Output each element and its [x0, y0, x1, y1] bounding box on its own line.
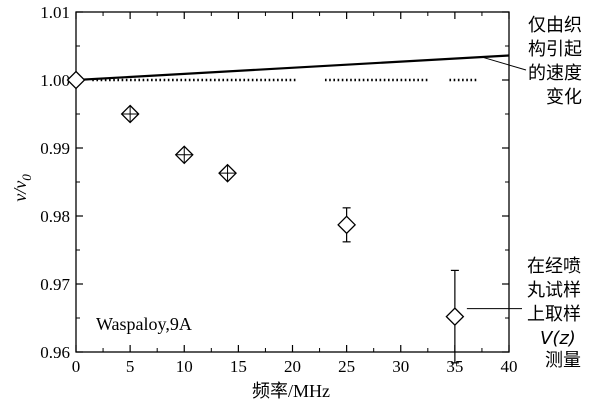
texture-leader-line	[481, 56, 527, 71]
y-tick-label: 1.01	[40, 3, 70, 22]
y-axis-label-main: v/v	[10, 181, 30, 202]
x-tick-label: 25	[338, 357, 355, 376]
x-tick-label: 0	[72, 357, 81, 376]
data-point	[66, 70, 86, 90]
y-axis-label: v/v0	[10, 174, 34, 202]
x-tick-label: 15	[230, 357, 247, 376]
inset-label: Waspaloy,9A	[96, 314, 192, 334]
y-tick-label: 0.98	[40, 207, 70, 226]
texture-annotation: 仅由织 构引起 的速度 变化	[528, 15, 582, 108]
vz-annotation-line: 丸试样	[527, 280, 581, 301]
x-tick-label: 40	[501, 357, 518, 376]
data-point	[445, 307, 465, 327]
y-axis-label-sub: 0	[19, 174, 34, 181]
vz-annotation-line: 测量	[545, 350, 581, 371]
plot-frame	[75, 11, 510, 353]
texture-annotation-line: 构引起	[528, 39, 582, 60]
texture-annotation-line: 仅由织	[528, 15, 582, 36]
texture-line	[75, 54, 510, 82]
y-tick-label: 0.99	[40, 139, 70, 158]
x-tick-label: 5	[126, 357, 135, 376]
vz-annotation-line: 在经喷	[527, 256, 581, 277]
texture-annotation-line: 变化	[546, 87, 582, 108]
y-tick-label: 1.00	[40, 71, 70, 90]
vz-annotation-line: V(z)	[540, 328, 576, 349]
x-tick-label: 35	[446, 357, 463, 376]
plot-area: 0 5 10 15 20 25 30 35 40 0.96 0.97 0.98 0.99 1.00 1.01	[40, 3, 527, 376]
y-tick-label: 0.97	[40, 275, 70, 294]
vz-annotation: 在经喷 丸试样 上取样 V(z) 测量	[527, 256, 581, 371]
x-tick-label: 30	[392, 357, 409, 376]
x-tick-label: 20	[284, 357, 301, 376]
data-point	[337, 215, 357, 235]
texture-annotation-line: 的速度	[528, 63, 582, 84]
vz-annotation-line: 上取样	[527, 304, 581, 325]
y-tick-label: 0.96	[40, 343, 70, 362]
x-tick-label: 10	[176, 357, 193, 376]
x-axis-label: 频率/MHz	[252, 381, 330, 401]
